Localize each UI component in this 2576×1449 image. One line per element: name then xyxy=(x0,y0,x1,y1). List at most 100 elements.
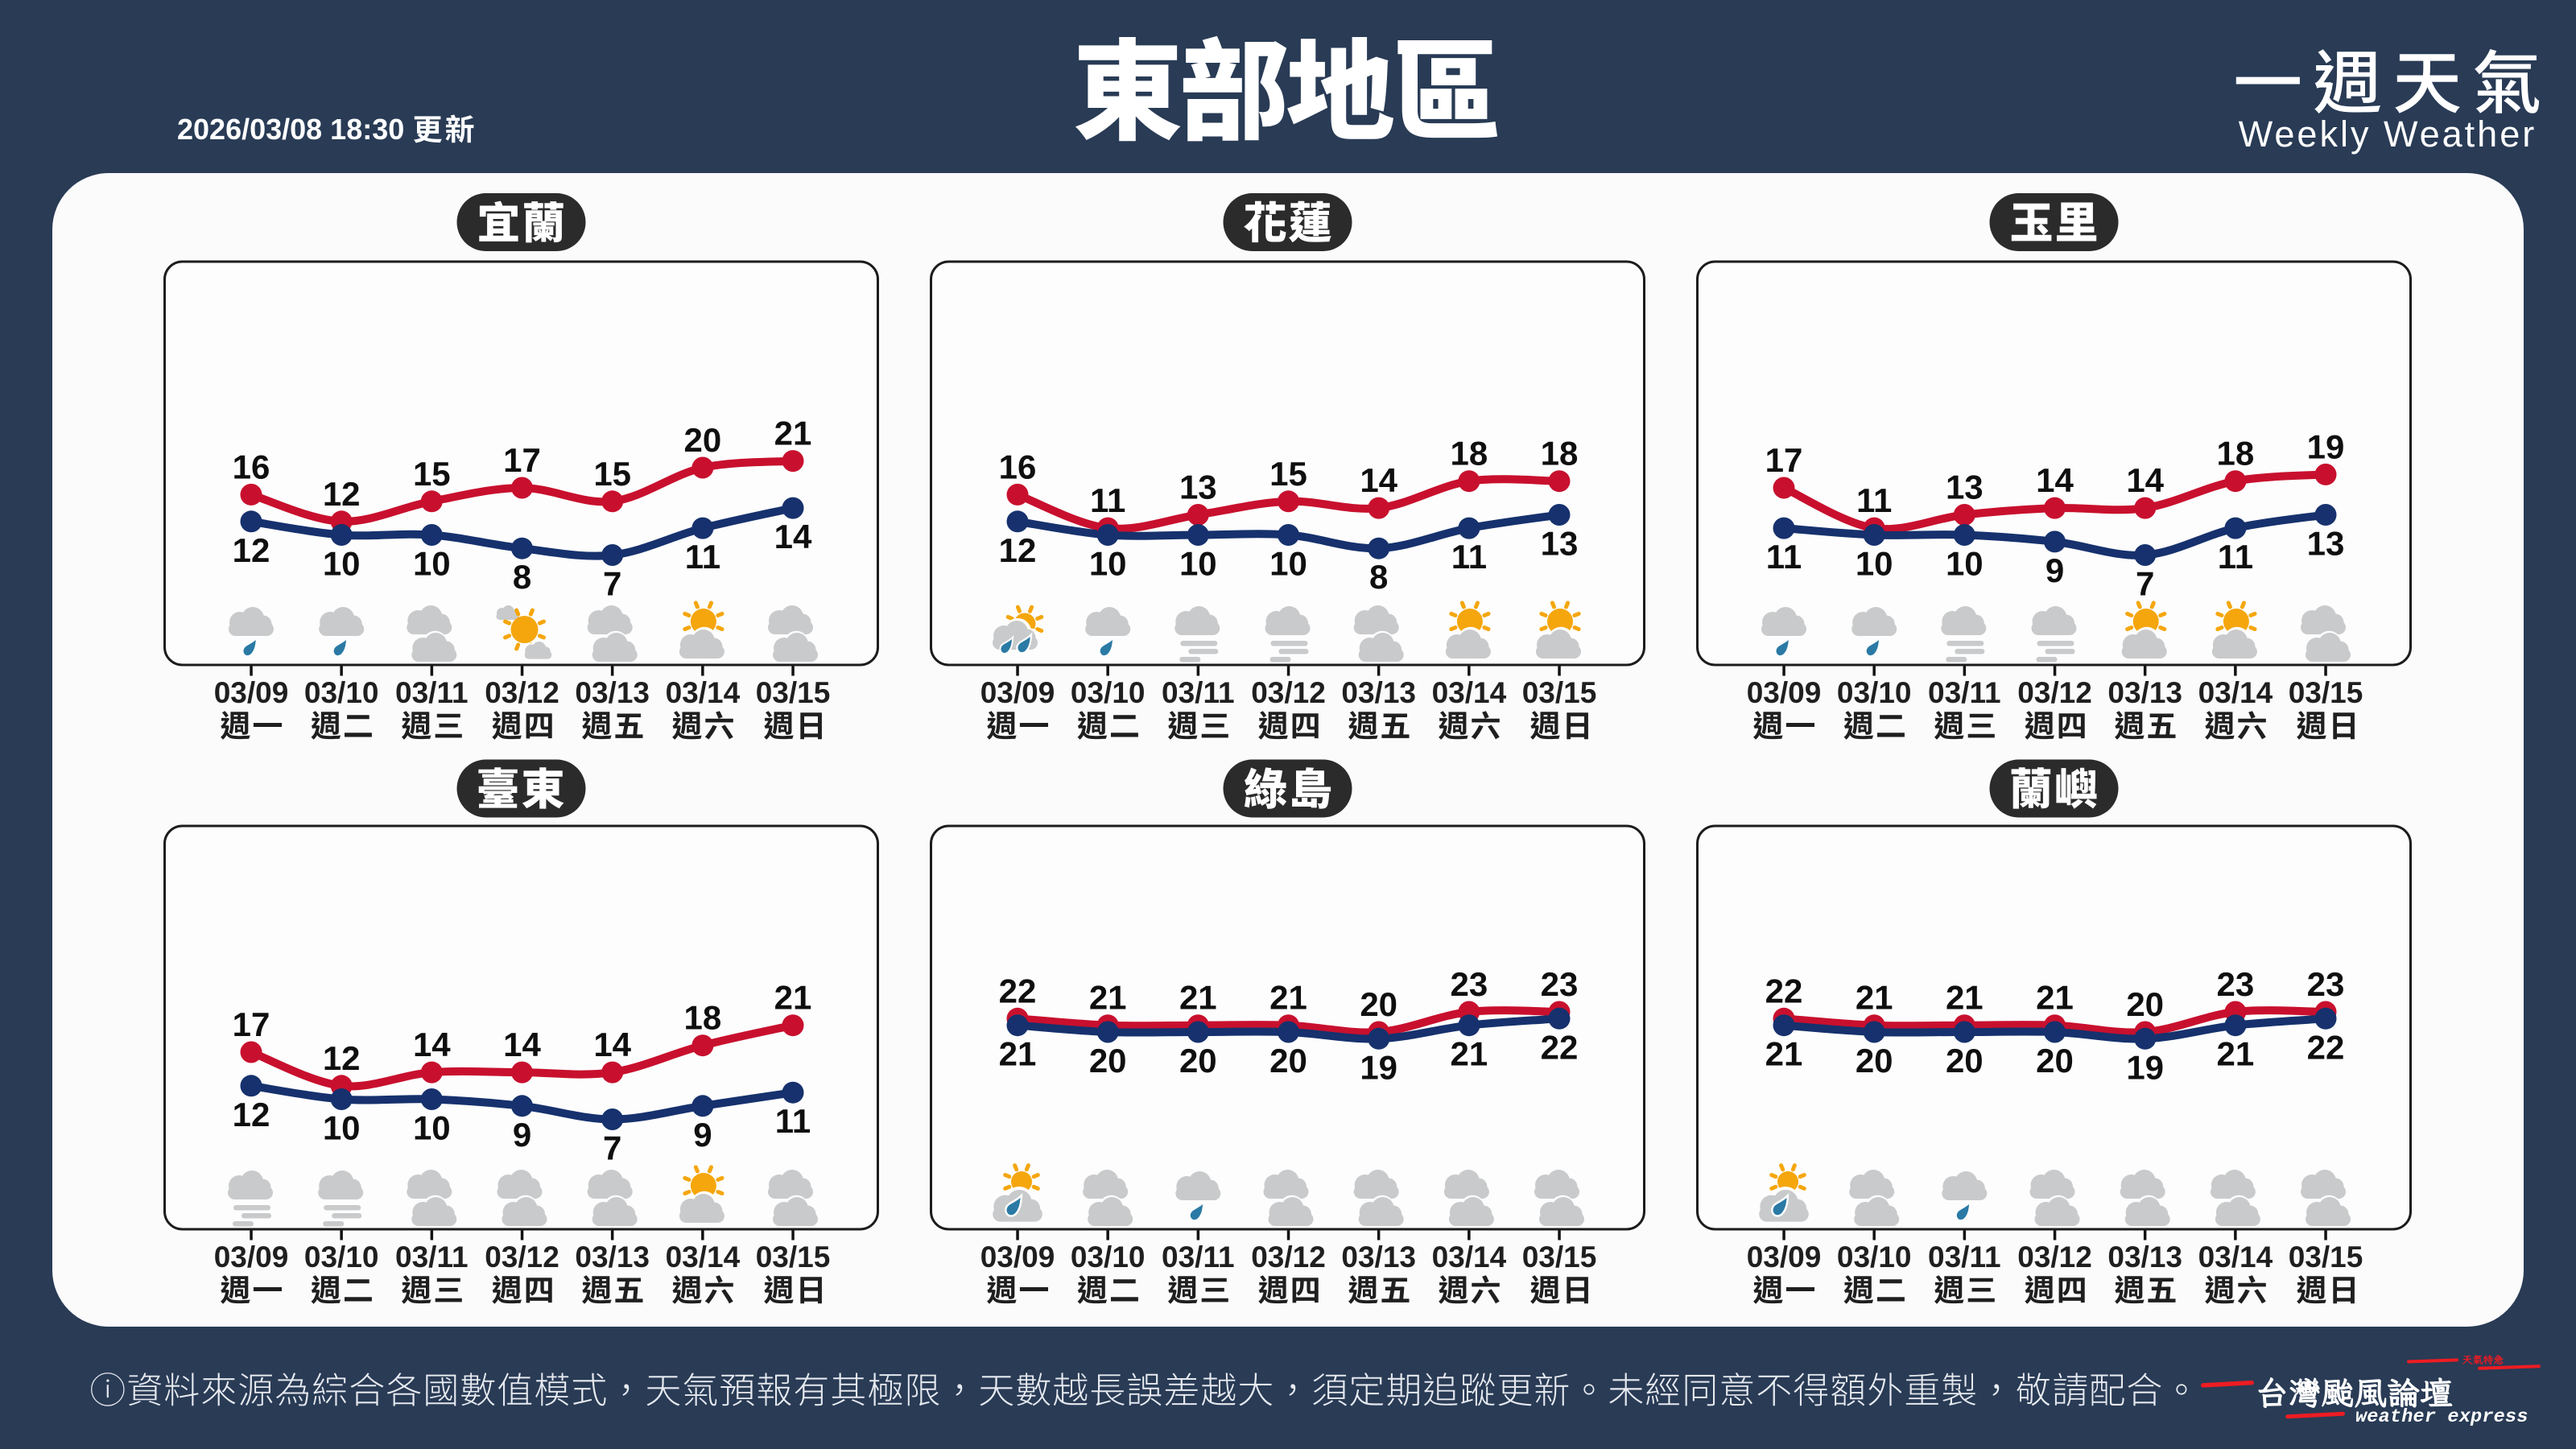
svg-text:03/10: 03/10 xyxy=(304,676,379,709)
svg-text:11: 11 xyxy=(1451,538,1487,576)
svg-text:03/11: 03/11 xyxy=(1928,676,2001,709)
svg-text:03/14: 03/14 xyxy=(1432,1241,1507,1274)
svg-text:23: 23 xyxy=(2217,965,2255,1003)
svg-text:11: 11 xyxy=(1090,481,1125,519)
svg-text:19: 19 xyxy=(2126,1048,2164,1086)
svg-text:03/12: 03/12 xyxy=(1251,1241,1326,1274)
svg-text:17: 17 xyxy=(1765,441,1803,479)
svg-text:13: 13 xyxy=(1541,525,1579,563)
svg-text:7: 7 xyxy=(603,1129,621,1167)
svg-text:03/12: 03/12 xyxy=(2017,1241,2092,1274)
svg-text:13: 13 xyxy=(1179,469,1217,506)
svg-text:20: 20 xyxy=(1089,1042,1127,1080)
svg-text:18: 18 xyxy=(1451,435,1488,473)
svg-text:21: 21 xyxy=(2217,1035,2255,1073)
svg-text:20: 20 xyxy=(684,421,722,459)
svg-text:03/11: 03/11 xyxy=(395,676,469,709)
svg-text:03/12: 03/12 xyxy=(2017,676,2092,709)
svg-text:7: 7 xyxy=(2136,565,2154,603)
svg-text:16: 16 xyxy=(233,448,270,485)
svg-text:20: 20 xyxy=(1179,1042,1217,1080)
svg-text:10: 10 xyxy=(1089,545,1127,583)
svg-text:03/09: 03/09 xyxy=(214,1241,289,1274)
svg-text:22: 22 xyxy=(2307,1028,2345,1066)
svg-text:20: 20 xyxy=(1360,985,1397,1023)
svg-text:22: 22 xyxy=(1541,1028,1579,1066)
svg-text:03/10: 03/10 xyxy=(1837,676,1912,709)
svg-text:20: 20 xyxy=(1946,1042,1984,1080)
svg-text:12: 12 xyxy=(233,1096,270,1133)
svg-text:13: 13 xyxy=(1946,469,1984,506)
svg-text:03/11: 03/11 xyxy=(1162,676,1235,709)
svg-text:10: 10 xyxy=(413,1109,451,1147)
svg-text:21: 21 xyxy=(774,979,812,1017)
svg-text:03/09: 03/09 xyxy=(980,676,1055,709)
svg-text:23: 23 xyxy=(2307,965,2345,1003)
svg-text:03/15: 03/15 xyxy=(756,1241,831,1274)
svg-text:11: 11 xyxy=(2218,538,2253,576)
svg-text:Weekly Weather: Weekly Weather xyxy=(2239,114,2537,155)
svg-text:21: 21 xyxy=(1179,979,1217,1017)
svg-text:21: 21 xyxy=(999,1035,1037,1073)
svg-text:21: 21 xyxy=(1946,979,1984,1017)
svg-text:16: 16 xyxy=(999,448,1037,485)
svg-text:21: 21 xyxy=(1765,1035,1803,1073)
svg-text:15: 15 xyxy=(413,455,451,493)
svg-text:weather express: weather express xyxy=(2355,1406,2529,1428)
svg-text:9: 9 xyxy=(2046,551,2064,589)
svg-text:20: 20 xyxy=(1269,1042,1307,1080)
svg-text:14: 14 xyxy=(413,1026,451,1063)
svg-text:03/11: 03/11 xyxy=(395,1241,469,1274)
svg-text:21: 21 xyxy=(1451,1035,1488,1073)
svg-text:03/09: 03/09 xyxy=(980,1241,1055,1274)
svg-text:03/10: 03/10 xyxy=(304,1241,379,1274)
svg-text:03/13: 03/13 xyxy=(575,676,650,709)
svg-text:10: 10 xyxy=(1179,545,1217,583)
svg-text:03/15: 03/15 xyxy=(1522,1241,1597,1274)
svg-text:10: 10 xyxy=(413,545,451,583)
svg-text:18: 18 xyxy=(2217,435,2255,473)
svg-text:14: 14 xyxy=(774,518,812,555)
svg-text:03/14: 03/14 xyxy=(2198,1241,2273,1274)
svg-text:9: 9 xyxy=(513,1116,531,1154)
svg-text:10: 10 xyxy=(1946,545,1984,583)
svg-text:21: 21 xyxy=(774,415,812,452)
svg-text:03/10: 03/10 xyxy=(1837,1241,1912,1274)
svg-text:20: 20 xyxy=(2126,985,2164,1023)
svg-text:8: 8 xyxy=(1369,558,1388,596)
svg-text:2026/03/08 18:30: 2026/03/08 18:30 xyxy=(177,113,404,146)
svg-text:22: 22 xyxy=(999,972,1037,1009)
svg-text:03/09: 03/09 xyxy=(1747,1241,1822,1274)
svg-text:23: 23 xyxy=(1451,965,1488,1003)
svg-text:11: 11 xyxy=(1766,538,1802,576)
svg-text:03/13: 03/13 xyxy=(2107,676,2182,709)
svg-text:03/12: 03/12 xyxy=(485,676,559,709)
svg-text:11: 11 xyxy=(1856,481,1892,519)
svg-text:15: 15 xyxy=(1269,455,1307,493)
svg-text:03/09: 03/09 xyxy=(1747,676,1822,709)
svg-text:12: 12 xyxy=(323,475,361,513)
svg-text:03/15: 03/15 xyxy=(1522,676,1597,709)
svg-text:03/15: 03/15 xyxy=(756,676,831,709)
svg-text:03/14: 03/14 xyxy=(666,1241,741,1274)
svg-text:03/11: 03/11 xyxy=(1928,1241,2001,1274)
svg-text:14: 14 xyxy=(593,1026,631,1063)
svg-text:14: 14 xyxy=(2036,461,2074,499)
svg-text:19: 19 xyxy=(1360,1048,1397,1086)
svg-text:14: 14 xyxy=(503,1026,541,1063)
svg-text:12: 12 xyxy=(999,531,1037,569)
svg-text:7: 7 xyxy=(603,565,621,603)
svg-text:20: 20 xyxy=(1856,1042,1893,1080)
svg-text:18: 18 xyxy=(1541,435,1579,473)
svg-text:03/14: 03/14 xyxy=(2198,676,2273,709)
svg-text:03/13: 03/13 xyxy=(2107,1241,2182,1274)
svg-text:03/13: 03/13 xyxy=(1341,1241,1416,1274)
svg-text:03/12: 03/12 xyxy=(485,1241,559,1274)
svg-text:15: 15 xyxy=(593,455,631,493)
svg-text:13: 13 xyxy=(2307,525,2345,563)
svg-text:17: 17 xyxy=(233,1005,270,1043)
svg-text:21: 21 xyxy=(1269,979,1307,1017)
svg-text:21: 21 xyxy=(2036,979,2074,1017)
svg-text:10: 10 xyxy=(323,1109,361,1147)
svg-text:03/10: 03/10 xyxy=(1071,1241,1146,1274)
